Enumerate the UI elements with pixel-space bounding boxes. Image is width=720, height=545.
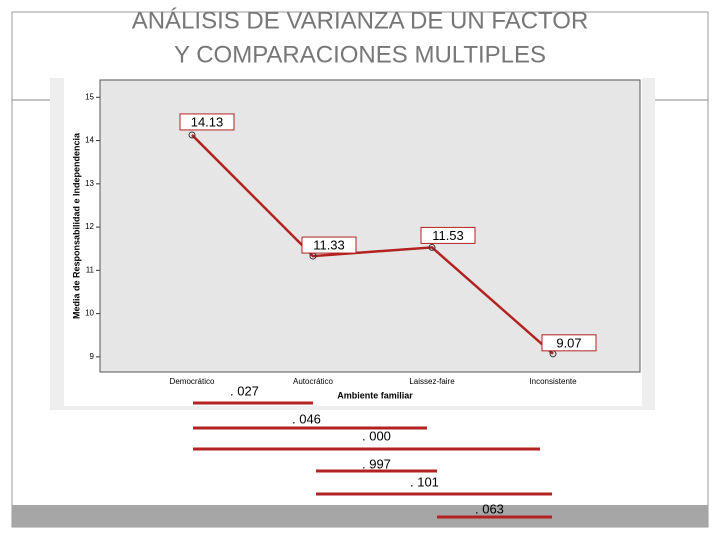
data-label: 14.13 — [191, 114, 224, 129]
y-tick-label: 14 — [85, 136, 94, 145]
p-value: . 000 — [362, 428, 391, 443]
data-label: 9.07 — [556, 335, 581, 350]
data-label-box — [179, 113, 235, 131]
data-label-box — [301, 236, 357, 254]
x-tick-label: Inconsistente — [529, 377, 577, 386]
data-point — [428, 243, 436, 251]
x-axis-label: Ambiente familiar — [337, 390, 413, 400]
p-value: . 101 — [410, 474, 439, 489]
y-tick-label: 13 — [85, 179, 94, 188]
data-label: 11.53 — [432, 228, 464, 243]
data-label: 11.33 — [313, 238, 345, 253]
data-label-box — [541, 334, 597, 352]
y-tick-label: 9 — [90, 352, 95, 361]
y-tick-label: 12 — [85, 222, 94, 231]
title-line: ANÁLISIS DE VARIANZA DE UN FACTOR — [132, 7, 589, 34]
p-value: . 063 — [475, 501, 504, 516]
comparison-lines — [193, 401, 552, 519]
y-axis-label: Media de Responsabilidad e Independencia — [71, 132, 81, 319]
y-tick-label: 10 — [85, 309, 94, 318]
p-value: . 997 — [362, 456, 391, 471]
p-value: . 027 — [230, 383, 259, 398]
y-tick-label: 15 — [85, 92, 94, 101]
data-label-box — [420, 226, 476, 244]
x-tick-label: Laissez-faire — [409, 377, 455, 386]
x-tick-label: Democrático — [170, 377, 215, 386]
footer-bar — [12, 505, 708, 527]
x-tick-label: Autocrático — [293, 377, 334, 386]
title-line: Y COMPARACIONES MULTIPLES — [174, 41, 546, 68]
y-tick-label: 11 — [86, 265, 95, 274]
p-value: . 046 — [292, 411, 321, 426]
data-line — [191, 134, 554, 355]
data-point — [188, 131, 196, 139]
